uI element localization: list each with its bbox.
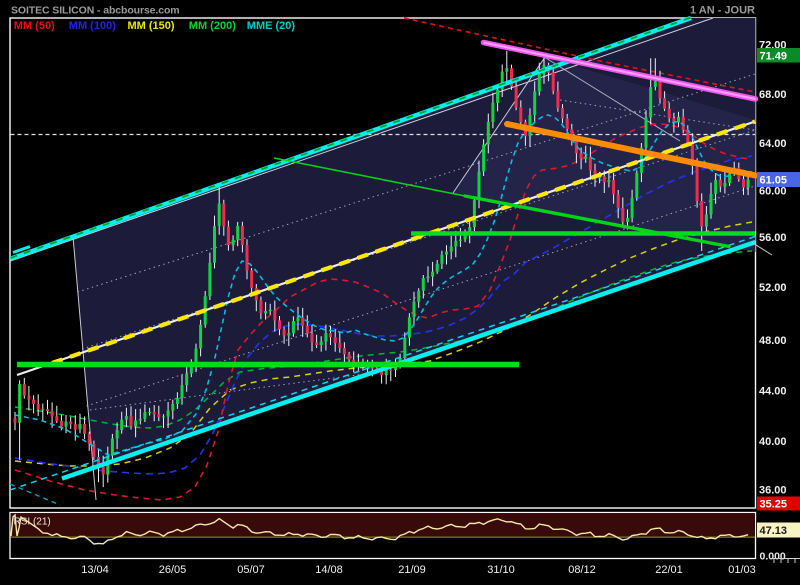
svg-text:48.00: 48.00 xyxy=(759,335,787,347)
svg-text:26/05: 26/05 xyxy=(159,564,187,576)
svg-text:08/12: 08/12 xyxy=(568,564,596,576)
svg-text:MM (50): MM (50) xyxy=(14,20,55,32)
svg-text:MM (150): MM (150) xyxy=(128,20,175,32)
svg-text:05/07: 05/07 xyxy=(237,564,265,576)
svg-text:MM (100): MM (100) xyxy=(69,20,116,32)
svg-text:36.00: 36.00 xyxy=(759,485,787,497)
svg-text:MM (200): MM (200) xyxy=(189,20,236,32)
svg-text:68.00: 68.00 xyxy=(759,89,787,101)
svg-text:64.00: 64.00 xyxy=(759,138,787,150)
svg-text:0.000: 0.000 xyxy=(760,551,786,563)
svg-text:21/09: 21/09 xyxy=(398,564,426,576)
svg-text:35.25: 35.25 xyxy=(760,499,788,511)
svg-text:60.00: 60.00 xyxy=(759,186,787,198)
svg-text:14/08: 14/08 xyxy=(315,564,343,576)
svg-text:47.13: 47.13 xyxy=(760,525,788,537)
svg-text:SOITEC SILICON - abcbourse.com: SOITEC SILICON - abcbourse.com xyxy=(11,5,180,17)
svg-text:13/04: 13/04 xyxy=(81,564,109,576)
svg-text:61.05: 61.05 xyxy=(760,175,788,187)
svg-text:1 AN - JOUR: 1 AN - JOUR xyxy=(690,5,755,17)
svg-text:22/01: 22/01 xyxy=(655,564,683,576)
svg-text:44.00: 44.00 xyxy=(759,386,787,398)
svg-text:40.00: 40.00 xyxy=(759,436,787,448)
svg-text:56.00: 56.00 xyxy=(759,232,787,244)
svg-text:RSI (21): RSI (21) xyxy=(14,517,51,528)
svg-text:52.00: 52.00 xyxy=(759,282,787,294)
svg-text:MME (20): MME (20) xyxy=(247,20,296,32)
svg-text:71.49: 71.49 xyxy=(760,51,788,63)
svg-text:31/10: 31/10 xyxy=(487,564,515,576)
svg-text:01/03: 01/03 xyxy=(728,564,756,576)
